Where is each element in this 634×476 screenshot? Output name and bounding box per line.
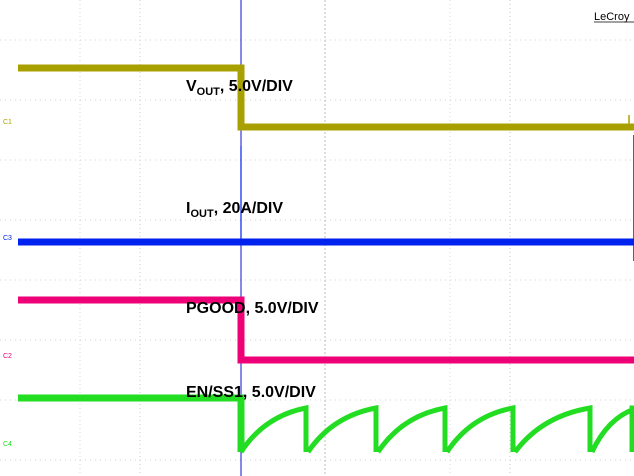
en-ss1-ramp: [238, 404, 309, 454]
en-ss1-ramp: [375, 404, 448, 454]
channel-marker-c2: C2: [3, 353, 12, 360]
traces: [18, 0, 634, 476]
en-ss1-ramp: [512, 405, 593, 454]
pgood-label: PGOOD, 5.0V/DIV: [186, 300, 319, 317]
en-ss1-ramp: [305, 404, 379, 454]
iout-label: IOUT, 20A/DIV: [186, 200, 283, 220]
trace-labels: VOUT, 5.0V/DIV IOUT, 20A/DIV PGOOD, 5.0V…: [186, 11, 634, 401]
en-ss1-ramp: [444, 404, 516, 454]
trace-vout: [18, 64, 634, 131]
en-ss1-ramp: [589, 406, 634, 454]
channel-marker-c3: C3: [3, 235, 12, 242]
channel-marker-c4: C4: [3, 441, 12, 448]
channel-marker-c1: C1: [3, 119, 12, 126]
brand-logo: LeCroy: [594, 11, 630, 23]
channel-markers: C1 C3 C2 C4: [3, 119, 12, 448]
en-ss1-label: EN/SS1, 5.0V/DIV: [186, 384, 316, 401]
vout-label: VOUT, 5.0V/DIV: [186, 78, 293, 98]
trace-pgood: [18, 296, 634, 364]
trace-en-ss1: [18, 394, 245, 452]
